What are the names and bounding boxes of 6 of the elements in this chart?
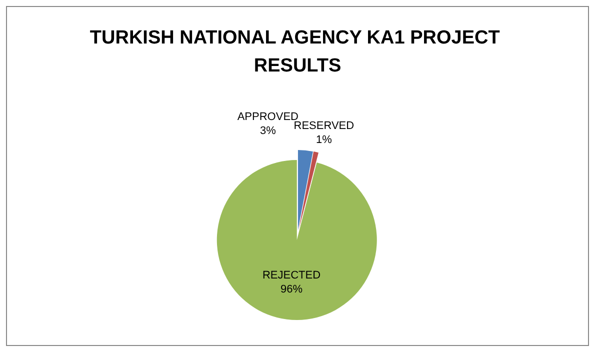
chart-title: TURKISH NATIONAL AGENCY KA1 PROJECT RESULTS: [90, 28, 506, 76]
data-label: 1%: [316, 134, 332, 146]
slice-label: RESERVED: [294, 120, 354, 132]
data-label: 3%: [260, 125, 276, 138]
data-label: 96%: [280, 284, 303, 296]
slice-label: REJECTED: [262, 270, 321, 282]
